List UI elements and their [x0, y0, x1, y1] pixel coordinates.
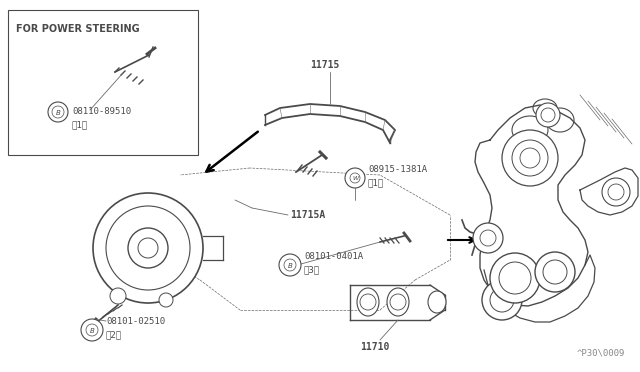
Circle shape: [473, 223, 503, 253]
Circle shape: [128, 228, 168, 268]
Circle shape: [490, 253, 540, 303]
Circle shape: [490, 288, 514, 312]
Circle shape: [284, 259, 296, 271]
Circle shape: [345, 168, 365, 188]
Circle shape: [541, 108, 555, 122]
Text: 〈1〉: 〈1〉: [72, 121, 88, 129]
Circle shape: [93, 193, 203, 303]
Circle shape: [482, 280, 522, 320]
Ellipse shape: [387, 288, 409, 316]
Text: W: W: [352, 176, 358, 182]
Circle shape: [535, 252, 575, 292]
Ellipse shape: [428, 291, 446, 313]
Text: FOR POWER STEERING: FOR POWER STEERING: [16, 24, 140, 34]
Circle shape: [52, 106, 64, 118]
Circle shape: [81, 319, 103, 341]
Text: B: B: [90, 328, 94, 334]
Text: ^P30\0009: ^P30\0009: [577, 349, 625, 358]
Circle shape: [86, 324, 98, 336]
Text: 11715: 11715: [310, 60, 339, 70]
Circle shape: [499, 262, 531, 294]
Text: 08101-0401A: 08101-0401A: [304, 252, 363, 261]
Bar: [8, 10, 198, 155]
Text: 08915-1381A: 08915-1381A: [368, 165, 427, 174]
Ellipse shape: [512, 116, 548, 144]
Ellipse shape: [546, 108, 574, 132]
Circle shape: [110, 288, 126, 304]
Circle shape: [502, 130, 558, 186]
Text: 11715A: 11715A: [290, 210, 325, 220]
Circle shape: [159, 293, 173, 307]
Text: 08101-02510: 08101-02510: [106, 317, 165, 326]
Circle shape: [480, 230, 496, 246]
Circle shape: [279, 254, 301, 276]
Text: 〈2〉: 〈2〉: [106, 330, 122, 339]
Circle shape: [602, 178, 630, 206]
Text: 08110-89510: 08110-89510: [72, 108, 131, 116]
Ellipse shape: [533, 99, 557, 117]
Text: 〈3〉: 〈3〉: [304, 265, 320, 274]
Text: 11710: 11710: [360, 342, 389, 352]
Circle shape: [536, 103, 560, 127]
Ellipse shape: [357, 288, 379, 316]
Circle shape: [608, 184, 624, 200]
Circle shape: [520, 148, 540, 168]
Circle shape: [543, 260, 567, 284]
Text: B: B: [287, 263, 292, 269]
Circle shape: [138, 238, 158, 258]
Circle shape: [512, 140, 548, 176]
Circle shape: [106, 206, 190, 290]
Circle shape: [360, 294, 376, 310]
Circle shape: [390, 294, 406, 310]
Circle shape: [48, 102, 68, 122]
Circle shape: [350, 173, 360, 183]
Text: B: B: [56, 110, 60, 116]
Text: 〈1〉: 〈1〉: [368, 178, 384, 187]
